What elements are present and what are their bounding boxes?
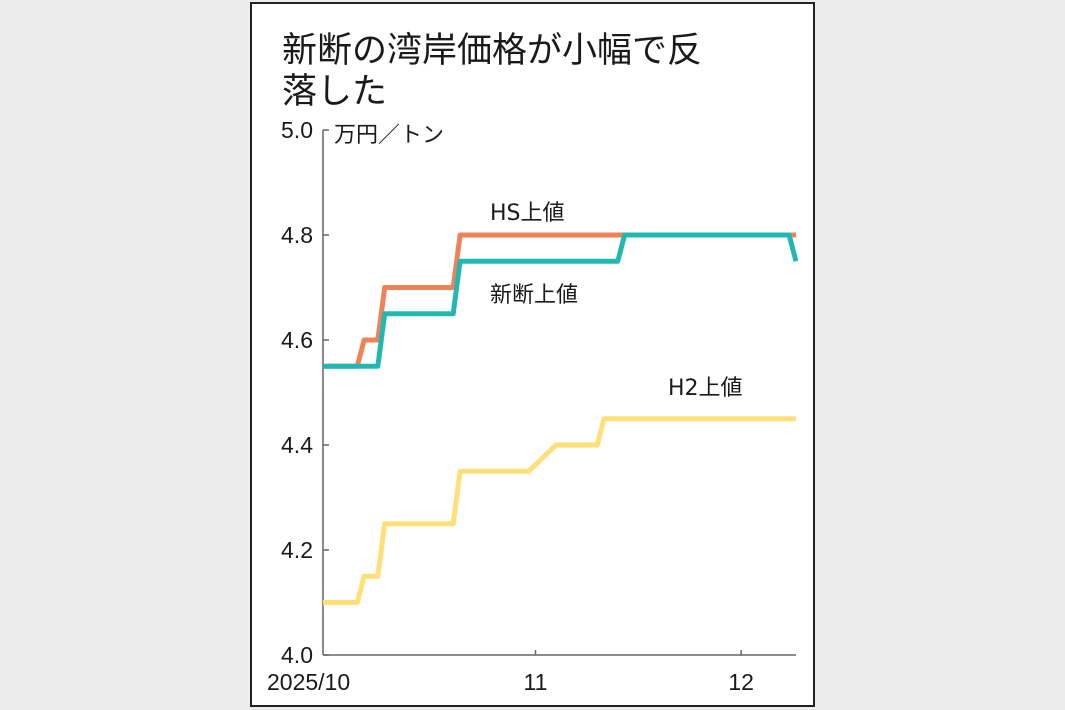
y-tick-label: 4.4 [281, 432, 313, 458]
y-tick-label: 4.2 [281, 537, 313, 563]
y-tick-label: 5.0 [281, 117, 313, 143]
chart-title-line-2: 落した [282, 72, 387, 112]
chart-title-line-1: 新断の湾岸価格が小幅で反 [282, 31, 702, 71]
x-tick-label: 12 [728, 669, 754, 695]
series-line-2 [323, 416, 796, 605]
x-tick-label: 11 [524, 669, 548, 695]
y-tick-label: 4.6 [281, 327, 313, 353]
series-label-h2: H2上値 [668, 376, 743, 401]
y-axis-unit: 万円／トン [334, 123, 444, 148]
series-label-shindan: 新断上値 [490, 283, 578, 308]
series-line-0 [323, 232, 796, 369]
series-line-1 [323, 232, 799, 369]
y-tick-label: 4.8 [281, 222, 313, 248]
axes: 4.0 4.2 4.4 4.6 4.8 5.0 2025/10 11 12 [267, 117, 796, 695]
series-label-hs: HS上値 [490, 201, 565, 226]
y-tick-label: 4.0 [281, 642, 313, 668]
series-lines [323, 232, 799, 605]
chart-panel [250, 2, 815, 707]
x-tick-label: 2025/10 [267, 669, 350, 695]
